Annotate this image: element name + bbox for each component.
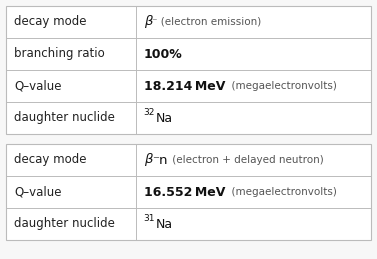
Text: (electron + delayed neutron): (electron + delayed neutron): [169, 155, 323, 165]
Bar: [6, 144, 371, 240]
Text: (megaelectronvolts): (megaelectronvolts): [225, 81, 337, 91]
Text: decay mode: decay mode: [14, 154, 86, 167]
Text: 31: 31: [144, 214, 155, 223]
Text: 100%: 100%: [144, 47, 182, 61]
Text: Na: Na: [156, 112, 173, 125]
Text: decay mode: decay mode: [14, 16, 86, 28]
Bar: [6, 6, 371, 134]
Text: ⁻ (electron emission): ⁻ (electron emission): [152, 17, 261, 27]
Text: Q–value: Q–value: [14, 185, 61, 198]
Bar: [6, 6, 371, 134]
Text: β: β: [144, 154, 152, 167]
Text: daughter nuclide: daughter nuclide: [14, 112, 115, 125]
Text: (megaelectronvolts): (megaelectronvolts): [225, 187, 337, 197]
Text: branching ratio: branching ratio: [14, 47, 105, 61]
Bar: [6, 144, 371, 240]
Text: ⁻n: ⁻n: [152, 154, 167, 167]
Text: 18.214 MeV: 18.214 MeV: [144, 80, 225, 92]
Text: 16.552 MeV: 16.552 MeV: [144, 185, 225, 198]
Text: β: β: [144, 16, 152, 28]
Text: daughter nuclide: daughter nuclide: [14, 218, 115, 231]
Text: 32: 32: [144, 108, 155, 117]
Text: Q–value: Q–value: [14, 80, 61, 92]
Text: Na: Na: [156, 218, 173, 231]
